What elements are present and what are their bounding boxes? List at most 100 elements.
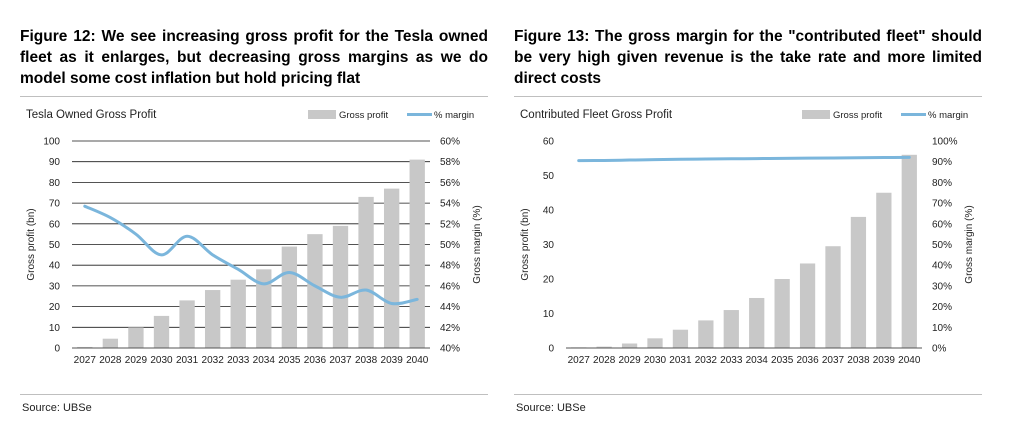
x-tick-label: 2040: [406, 355, 429, 366]
chart-title: Contributed Fleet Gross Profit: [520, 109, 673, 121]
figure-title: Figure 13: The gross margin for the "con…: [514, 28, 982, 87]
y2-tick-label: 40%: [440, 344, 460, 355]
bar: [647, 338, 663, 348]
bar: [749, 297, 765, 348]
x-tick-label: 2034: [253, 355, 276, 366]
margin-line: [577, 155, 911, 163]
y2-tick-label: 48%: [440, 261, 460, 272]
y2-tick-label: 56%: [440, 178, 460, 189]
top-divider: [514, 96, 982, 97]
bar: [256, 269, 272, 348]
figure-13-panel: Figure 13: The gross margin for the "con…: [514, 0, 984, 434]
y2-tick-label: 100%: [932, 137, 958, 148]
figure-title: Figure 12: We see increasing gross profi…: [20, 28, 488, 87]
legend-line-label: % margin: [434, 110, 474, 121]
y-tick-label: 20: [49, 302, 61, 313]
legend-bar-swatch: [308, 110, 336, 119]
bar: [153, 315, 170, 348]
y2-tick-label: 50%: [932, 240, 952, 251]
bar: [102, 338, 119, 348]
x-tick-label: 2027: [568, 355, 591, 366]
y-tick-label: 30: [543, 240, 555, 251]
x-tick-label: 2029: [125, 355, 148, 366]
x-tick-label: 2036: [796, 355, 819, 366]
bar: [596, 346, 612, 348]
y2-tick-label: 40%: [932, 261, 952, 272]
y-axis-title: Gross profit (bn): [520, 208, 531, 280]
x-tick-label: 2029: [618, 355, 641, 366]
y2-tick-label: 20%: [932, 302, 952, 313]
bar: [332, 225, 349, 348]
y2-tick-label: 44%: [440, 302, 460, 313]
x-tick-label: 2027: [74, 355, 97, 366]
figure-12-panel: Figure 12: We see increasing gross profi…: [20, 0, 490, 434]
x-tick-label: 2032: [695, 355, 718, 366]
y2-tick-label: 58%: [440, 157, 460, 168]
bar: [901, 154, 917, 348]
y-tick-label: 50: [543, 171, 555, 182]
y2-tick-label: 60%: [440, 137, 460, 148]
bar: [723, 310, 739, 348]
y-tick-label: 10: [543, 309, 555, 320]
bar: [281, 246, 298, 348]
y-tick-label: 90: [49, 157, 61, 168]
x-tick-label: 2036: [304, 355, 327, 366]
x-tick-label: 2030: [150, 355, 173, 366]
x-tick-label: 2030: [644, 355, 667, 366]
bottom-divider: [20, 394, 488, 395]
y-tick-label: 40: [49, 261, 61, 272]
bar: [358, 196, 374, 348]
x-tick-label: 2033: [227, 355, 250, 366]
bar: [204, 290, 221, 348]
y2-tick-label: 46%: [440, 281, 460, 292]
y-tick-label: 40: [543, 206, 555, 217]
bar: [128, 327, 144, 348]
chart-title: Tesla Owned Gross Profit: [26, 109, 157, 121]
bar: [876, 192, 892, 348]
bar: [409, 159, 425, 348]
bar: [179, 300, 195, 348]
x-tick-label: 2040: [898, 355, 921, 366]
bar: [307, 234, 323, 348]
y2-axis-title: Gross margin (%): [472, 205, 483, 283]
legend-bar-swatch: [802, 110, 830, 119]
y2-tick-label: 50%: [440, 240, 460, 251]
x-tick-label: 2039: [873, 355, 896, 366]
y-axis-title: Gross profit (bn): [26, 208, 37, 280]
x-tick-label: 2038: [355, 355, 378, 366]
legend-bar-label: Gross profit: [833, 110, 882, 121]
y2-tick-label: 90%: [932, 157, 952, 168]
y-tick-label: 0: [548, 344, 554, 355]
y2-tick-label: 60%: [932, 219, 952, 230]
y-tick-label: 60: [49, 219, 61, 230]
y-tick-label: 70: [49, 199, 61, 210]
x-tick-label: 2038: [847, 355, 870, 366]
x-tick-label: 2035: [278, 355, 301, 366]
x-tick-label: 2031: [669, 355, 692, 366]
y-tick-label: 50: [49, 240, 61, 251]
y-tick-label: 80: [49, 178, 61, 189]
y2-tick-label: 0%: [932, 344, 947, 355]
x-tick-label: 2037: [329, 355, 352, 366]
x-tick-label: 2031: [176, 355, 199, 366]
bar: [383, 188, 400, 348]
y2-tick-label: 70%: [932, 199, 952, 210]
x-tick-label: 2035: [771, 355, 794, 366]
y-tick-label: 60: [543, 137, 555, 148]
x-tick-label: 2033: [720, 355, 743, 366]
y2-tick-label: 42%: [440, 323, 460, 334]
bar: [850, 216, 867, 348]
y-tick-label: 0: [54, 344, 60, 355]
y2-tick-label: 52%: [440, 219, 460, 230]
bar: [799, 263, 816, 348]
x-tick-label: 2028: [593, 355, 616, 366]
gross-profit-chart: Tesla Owned Gross Profit Gross profit % ma…: [26, 109, 483, 366]
x-tick-label: 2037: [822, 355, 845, 366]
x-tick-label: 2028: [99, 355, 122, 366]
y-tick-label: 10: [49, 323, 61, 334]
y2-tick-label: 80%: [932, 178, 952, 189]
y-tick-label: 20: [543, 275, 555, 286]
margin-line: [83, 204, 419, 306]
bar: [698, 320, 714, 348]
source-note: Source: UBSe: [516, 402, 586, 414]
